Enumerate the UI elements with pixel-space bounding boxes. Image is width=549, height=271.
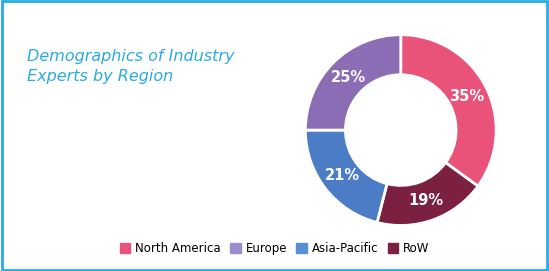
- Text: 21%: 21%: [324, 168, 360, 183]
- Wedge shape: [305, 35, 401, 130]
- Wedge shape: [377, 163, 478, 225]
- Text: 25%: 25%: [330, 70, 366, 85]
- Wedge shape: [401, 35, 496, 186]
- Wedge shape: [305, 130, 387, 222]
- Legend: North America, Europe, Asia-Pacific, RoW: North America, Europe, Asia-Pacific, RoW: [115, 237, 434, 260]
- Text: 19%: 19%: [408, 193, 444, 208]
- Text: 35%: 35%: [450, 89, 485, 104]
- Text: Demographics of Industry
Experts by Region: Demographics of Industry Experts by Regi…: [27, 49, 235, 83]
